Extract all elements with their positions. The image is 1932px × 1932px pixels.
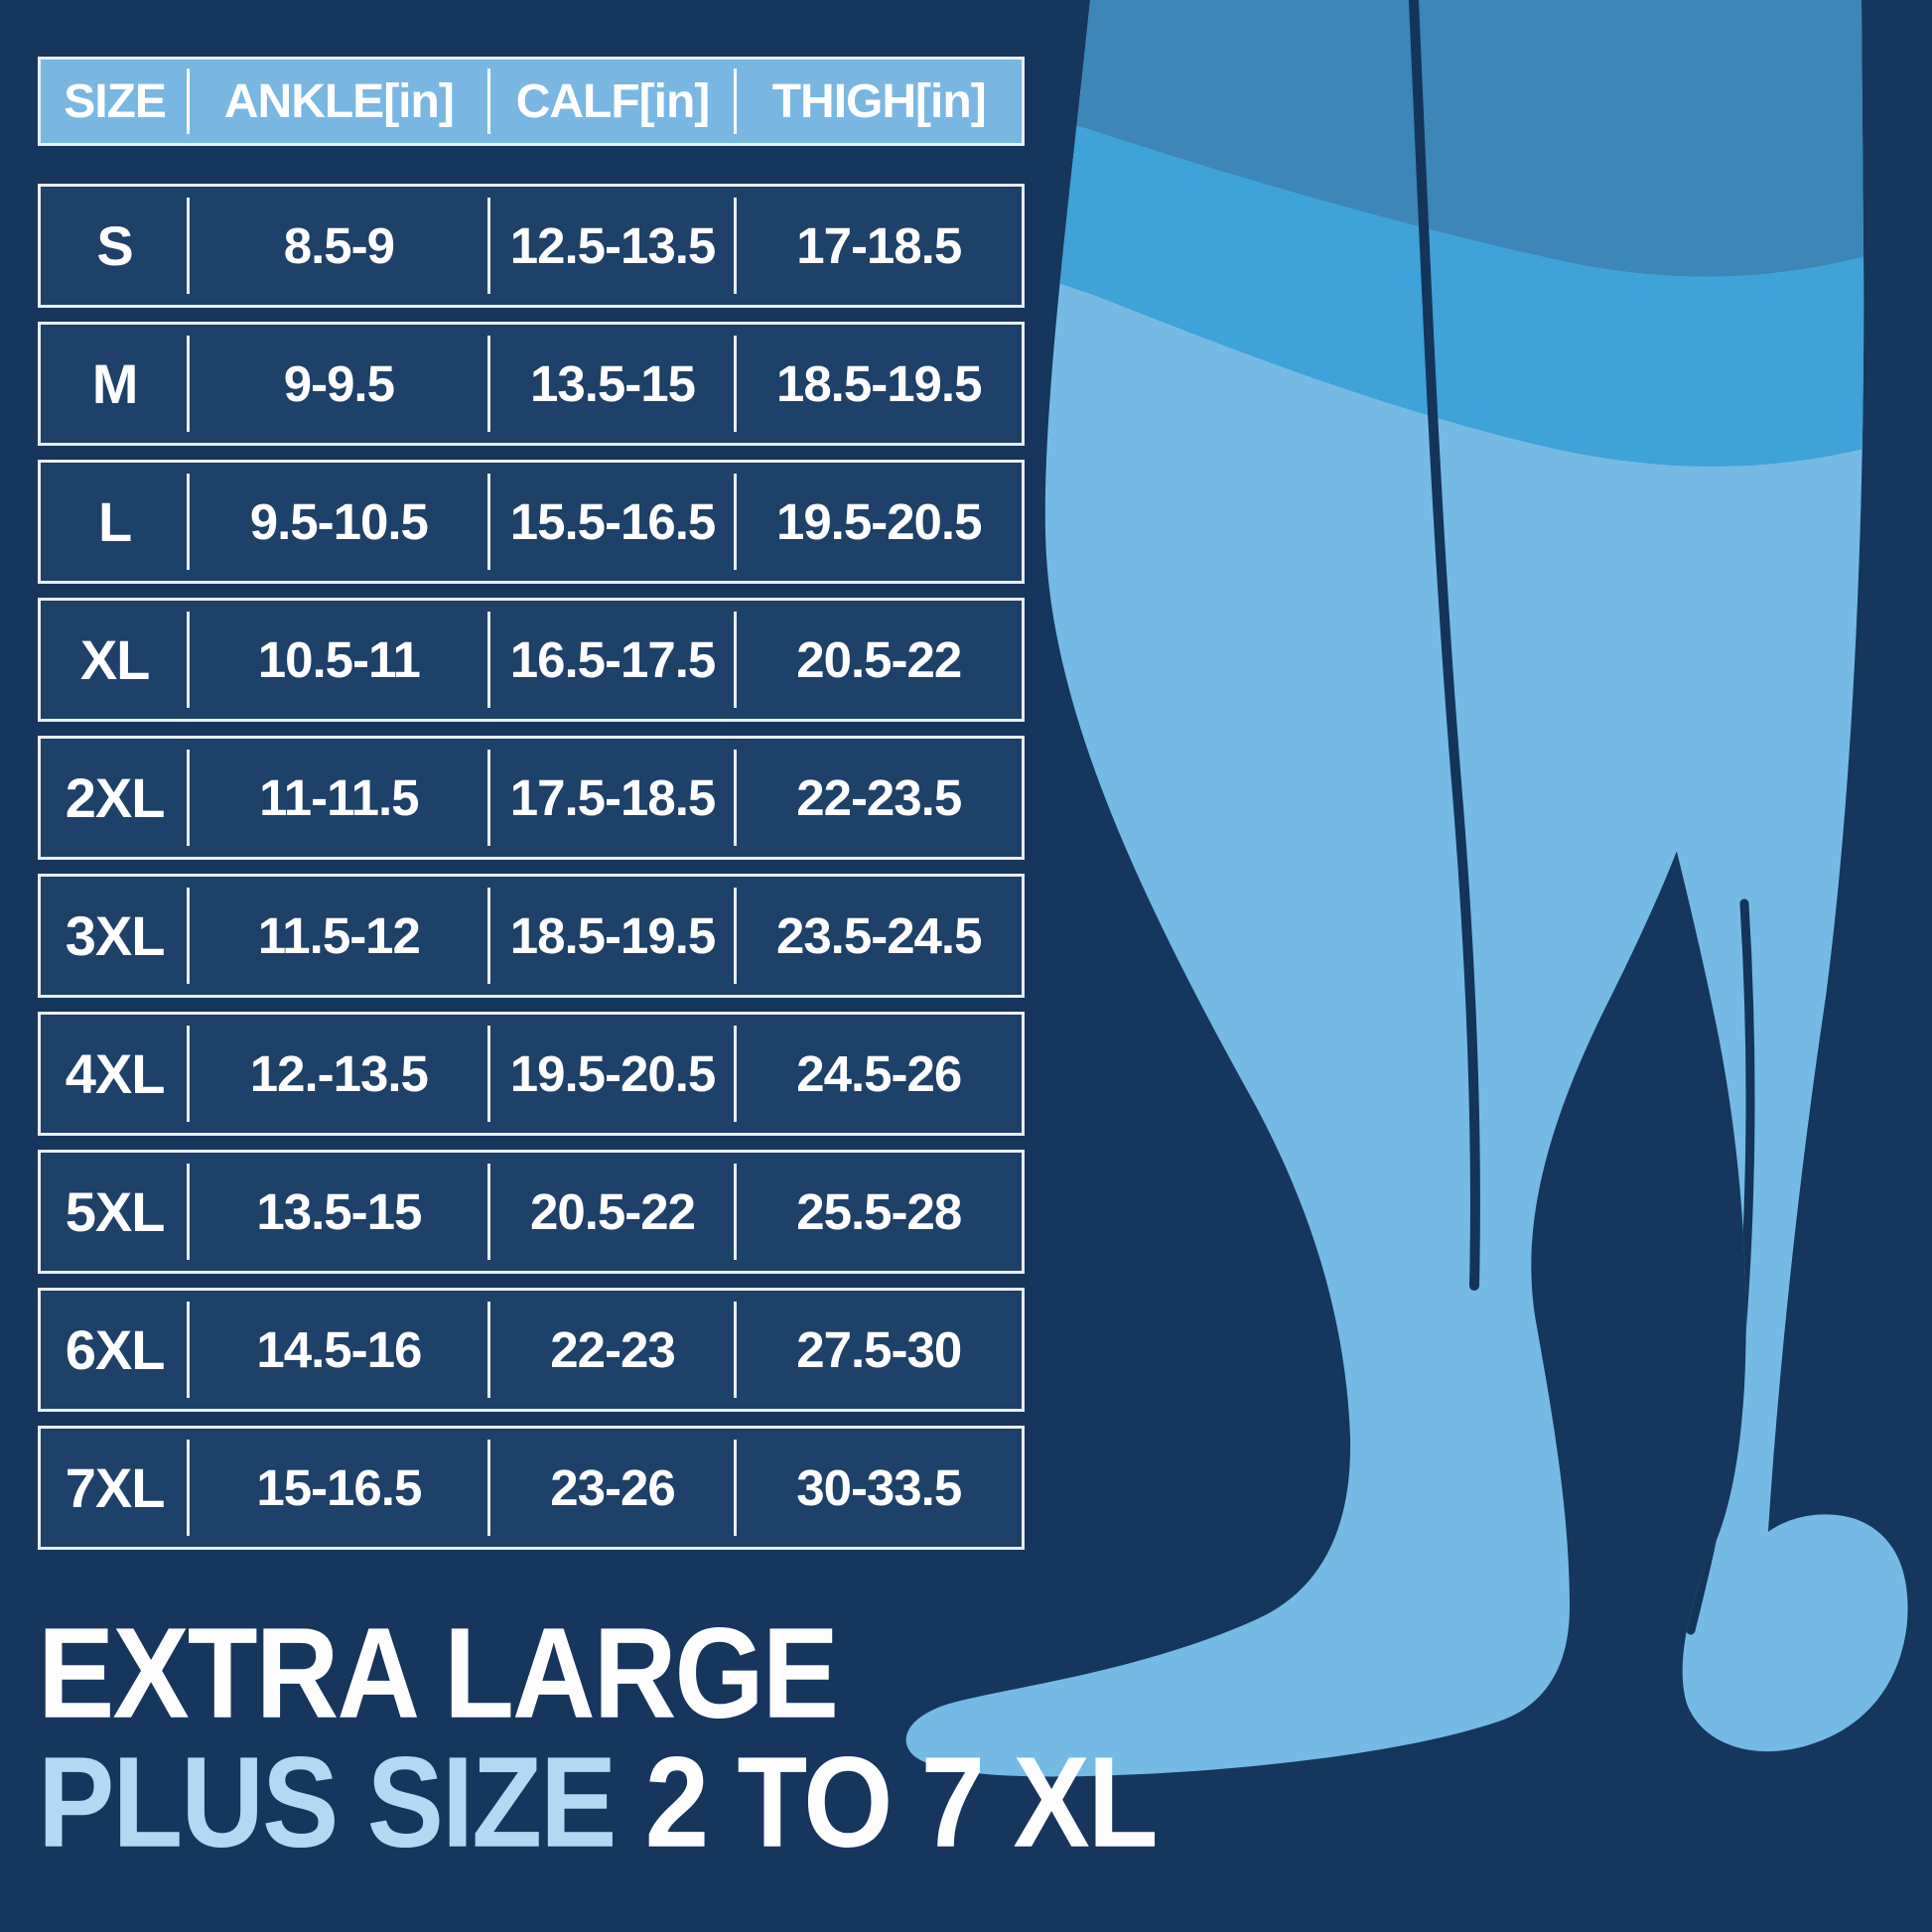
ankle-cell: 12.-13.5 bbox=[187, 1015, 488, 1133]
calf-cell: 13.5-15 bbox=[486, 325, 737, 443]
headline-line2: PLUS SIZE 2 TO 7 XL bbox=[38, 1737, 1159, 1866]
table-header-row: SIZE ANKLE[in] CALF[in] THIGH[in] bbox=[38, 57, 1025, 146]
thigh-cell: 23.5-24.5 bbox=[734, 877, 1022, 995]
ankle-cell: 11-11.5 bbox=[187, 739, 488, 857]
table-row-s: S 8.5-9 12.5-13.5 17-18.5 bbox=[38, 184, 1025, 308]
size-cell: S bbox=[96, 214, 133, 277]
ankle-cell: 8.5-9 bbox=[187, 187, 488, 305]
table-row-6xl: 6XL 14.5-16 22-23 27.5-30 bbox=[38, 1288, 1025, 1412]
headline: EXTRA LARGE PLUS SIZE 2 TO 7 XL bbox=[38, 1600, 1159, 1866]
size-cell: 4XL bbox=[65, 1042, 166, 1105]
size-cell: 6XL bbox=[65, 1318, 166, 1381]
calf-cell: 12.5-13.5 bbox=[486, 187, 737, 305]
table-row-7xl: 7XL 15-16.5 23-26 30-33.5 bbox=[38, 1426, 1025, 1550]
thigh-cell: 18.5-19.5 bbox=[734, 325, 1022, 443]
front-leg-seam-line bbox=[1409, 0, 1480, 1291]
headline-plus-size-text: PLUS SIZE bbox=[38, 1729, 617, 1874]
upper-thigh-band bbox=[905, 0, 1908, 277]
ankle-cell: 11.5-12 bbox=[187, 877, 488, 995]
table-row-4xl: 4XL 12.-13.5 19.5-20.5 24.5-26 bbox=[38, 1012, 1025, 1136]
size-chart-table: SIZE ANKLE[in] CALF[in] THIGH[in] S 8.5-… bbox=[38, 57, 1025, 1564]
table-row-5xl: 5XL 13.5-15 20.5-22 25.5-28 bbox=[38, 1150, 1025, 1274]
ankle-cell: 10.5-11 bbox=[187, 601, 488, 719]
calf-cell: 23-26 bbox=[486, 1429, 737, 1547]
table-row-l: L 9.5-10.5 15.5-16.5 19.5-20.5 bbox=[38, 460, 1025, 584]
stockings-legs-illustration bbox=[905, 0, 1908, 1777]
table-row-2xl: 2XL 11-11.5 17.5-18.5 22-23.5 bbox=[38, 736, 1025, 860]
thigh-cell: 27.5-30 bbox=[734, 1291, 1022, 1409]
headline-line1: EXTRA LARGE bbox=[38, 1600, 839, 1745]
headline-range-text: 2 TO 7 XL bbox=[615, 1729, 1159, 1874]
table-row-3xl: 3XL 11.5-12 18.5-19.5 23.5-24.5 bbox=[38, 874, 1025, 998]
table-row-m: M 9-9.5 13.5-15 18.5-19.5 bbox=[38, 322, 1025, 446]
thigh-cell: 17-18.5 bbox=[734, 187, 1022, 305]
table-row-xl: XL 10.5-11 16.5-17.5 20.5-22 bbox=[38, 598, 1025, 722]
size-cell: M bbox=[91, 352, 139, 415]
calf-cell: 17.5-18.5 bbox=[486, 739, 737, 857]
calf-cell: 15.5-16.5 bbox=[486, 463, 737, 581]
thigh-cell: 22-23.5 bbox=[734, 739, 1022, 857]
ankle-cell: 9-9.5 bbox=[187, 325, 488, 443]
size-cell: 5XL bbox=[65, 1180, 166, 1243]
ankle-cell: 9.5-10.5 bbox=[187, 463, 488, 581]
stocking-top-band bbox=[905, 68, 1908, 467]
thigh-cell: 25.5-28 bbox=[734, 1153, 1022, 1271]
thigh-cell: 24.5-26 bbox=[734, 1015, 1022, 1133]
calf-cell: 16.5-17.5 bbox=[486, 601, 737, 719]
thigh-cell: 19.5-20.5 bbox=[734, 463, 1022, 581]
thigh-cell: 20.5-22 bbox=[734, 601, 1022, 719]
calf-cell: 22-23 bbox=[486, 1291, 737, 1409]
ankle-cell: 13.5-15 bbox=[187, 1153, 488, 1271]
size-cell: 2XL bbox=[65, 766, 166, 829]
header-thigh: THIGH[in] bbox=[734, 60, 1022, 143]
size-cell: L bbox=[97, 490, 132, 553]
ankle-cell: 15-16.5 bbox=[187, 1429, 488, 1547]
header-ankle: ANKLE[in] bbox=[187, 60, 488, 143]
header-calf: CALF[in] bbox=[486, 60, 737, 143]
ankle-cell: 14.5-16 bbox=[187, 1291, 488, 1409]
header-size: SIZE bbox=[64, 74, 167, 128]
thigh-cell: 30-33.5 bbox=[734, 1429, 1022, 1547]
size-cell: 3XL bbox=[65, 904, 166, 967]
size-cell: XL bbox=[79, 628, 151, 691]
size-cell: 7XL bbox=[65, 1456, 166, 1519]
calf-cell: 19.5-20.5 bbox=[486, 1015, 737, 1133]
calf-cell: 20.5-22 bbox=[486, 1153, 737, 1271]
calf-cell: 18.5-19.5 bbox=[486, 877, 737, 995]
